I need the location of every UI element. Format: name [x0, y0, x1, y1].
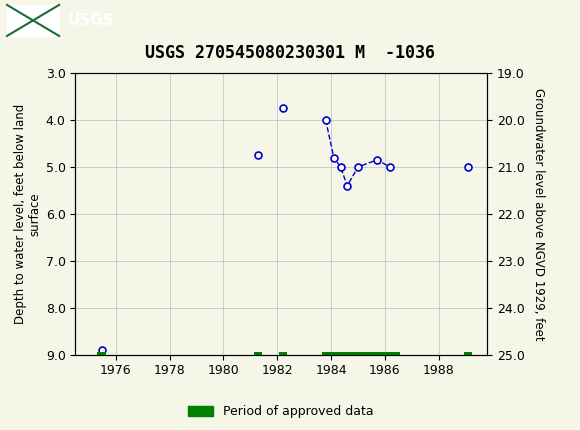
Bar: [7, 5, 59, 36]
Legend: Period of approved data: Period of approved data: [183, 400, 379, 423]
Y-axis label: Depth to water level, feet below land
surface: Depth to water level, feet below land su…: [13, 104, 42, 324]
Bar: [97, 353, 106, 357]
Text: USGS: USGS: [68, 13, 115, 28]
Bar: [322, 353, 400, 357]
Bar: [465, 353, 472, 357]
Y-axis label: Groundwater level above NGVD 1929, feet: Groundwater level above NGVD 1929, feet: [532, 88, 545, 340]
Text: USGS 270545080230301 M  -1036: USGS 270545080230301 M -1036: [145, 44, 435, 62]
Bar: [255, 353, 263, 357]
Bar: [278, 353, 287, 357]
